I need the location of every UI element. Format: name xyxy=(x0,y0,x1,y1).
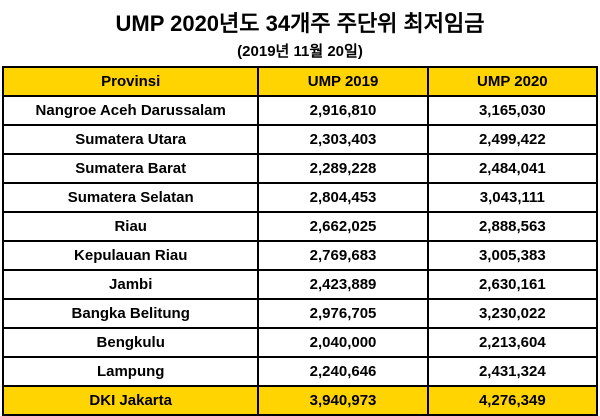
ump-2020-cell: 2,213,604 xyxy=(426,327,599,358)
province-cell: Sumatera Selatan xyxy=(1,182,260,213)
province-cell: Sumatera Barat xyxy=(1,153,260,184)
table-row: Lampung 2,240,646 2,431,324 xyxy=(1,356,599,387)
province-cell: Bangka Belitung xyxy=(1,298,260,329)
table-row: Bengkulu 2,040,000 2,213,604 xyxy=(1,327,599,358)
ump-2019-cell: 2,804,453 xyxy=(257,182,429,213)
table-row: Sumatera Selatan 2,804,453 3,043,111 xyxy=(1,182,599,213)
ump-2020-cell: 2,499,422 xyxy=(426,124,599,155)
ump-2019-cell: 2,916,810 xyxy=(257,95,429,126)
ump-2019-cell: 2,303,403 xyxy=(257,124,429,155)
table-row: DKI Jakarta 3,940,973 4,276,349 xyxy=(1,385,599,416)
ump-2019-cell: 2,976,705 xyxy=(257,298,429,329)
province-cell: Bengkulu xyxy=(1,327,260,358)
province-cell: Riau xyxy=(1,211,260,242)
ump-2019-cell: 2,040,000 xyxy=(257,327,429,358)
header-cell-provinsi: Provinsi xyxy=(1,66,260,97)
page-subtitle: (2019년 11월 20일) xyxy=(237,43,363,60)
wage-table: Provinsi UMP 2019 UMP 2020 Nangroe Aceh … xyxy=(1,66,599,416)
province-cell: Lampung xyxy=(1,356,260,387)
table-row: Bangka Belitung 2,976,705 3,230,022 xyxy=(1,298,599,329)
table-row: Kepulauan Riau 2,769,683 3,005,383 xyxy=(1,240,599,271)
province-cell: Jambi xyxy=(1,269,260,300)
ump-2020-cell: 4,276,349 xyxy=(426,385,599,416)
table-row: Nangroe Aceh Darussalam 2,916,810 3,165,03… xyxy=(1,95,599,126)
header-cell-ump-2020: UMP 2020 xyxy=(426,66,599,97)
ump-2020-cell: 2,630,161 xyxy=(426,269,599,300)
province-cell: DKI Jakarta xyxy=(1,385,260,416)
ump-2019-cell: 2,423,889 xyxy=(257,269,429,300)
ump-2020-cell: 3,005,383 xyxy=(426,240,599,271)
page-title: UMP 2020년도 34개주 주단위 최저임금 xyxy=(115,11,485,36)
table-row: Jambi 2,423,889 2,630,161 xyxy=(1,269,599,300)
table-header-row: Provinsi UMP 2019 UMP 2020 xyxy=(1,66,599,97)
header-cell-ump-2019: UMP 2019 xyxy=(257,66,429,97)
ump-2020-cell: 2,888,563 xyxy=(426,211,599,242)
ump-2019-cell: 2,769,683 xyxy=(257,240,429,271)
table-body: Nangroe Aceh Darussalam 2,916,810 3,165,03… xyxy=(1,95,599,416)
ump-2020-cell: 3,165,030 xyxy=(426,95,599,126)
ump-2020-cell: 2,484,041 xyxy=(426,153,599,184)
province-cell: Sumatera Utara xyxy=(1,124,260,155)
ump-2019-cell: 2,289,228 xyxy=(257,153,429,184)
table-row: Sumatera Utara 2,303,403 2,499,422 xyxy=(1,124,599,155)
ump-2020-cell: 2,431,324 xyxy=(426,356,599,387)
table-row: Riau 2,662,025 2,888,563 xyxy=(1,211,599,242)
ump-2020-cell: 3,230,022 xyxy=(426,298,599,329)
province-cell: Nangroe Aceh Darussalam xyxy=(1,95,260,126)
ump-2019-cell: 2,240,646 xyxy=(257,356,429,387)
ump-2020-cell: 3,043,111 xyxy=(426,182,599,213)
ump-2019-cell: 3,940,973 xyxy=(257,385,429,416)
ump-2019-cell: 2,662,025 xyxy=(257,211,429,242)
province-cell: Kepulauan Riau xyxy=(1,240,260,271)
table-row: Sumatera Barat 2,289,228 2,484,041 xyxy=(1,153,599,184)
